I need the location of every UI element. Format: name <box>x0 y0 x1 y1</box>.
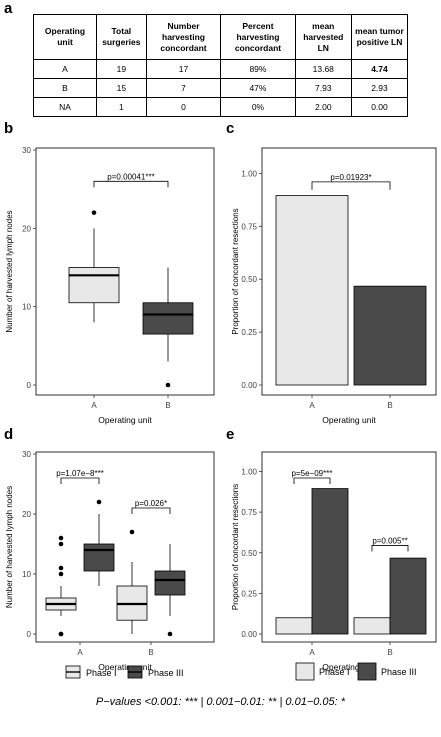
y-tick-label: 10 <box>22 303 31 312</box>
table-cell: 1 <box>96 97 147 117</box>
x-tick-label: A <box>91 401 97 410</box>
box-body <box>154 570 186 596</box>
panel-label-d: d <box>4 426 14 443</box>
legend-swatch-phase3 <box>357 662 377 681</box>
p-value-label: p=0.00041*** <box>107 172 154 181</box>
table-header: Total surgeries <box>96 14 147 60</box>
x-tick-label: A <box>309 648 315 657</box>
x-tick-label: B <box>165 401 170 410</box>
panel-label-c: c <box>226 120 235 137</box>
x-axis-label: Operating unit <box>322 662 376 672</box>
y-tick-label: 0.25 <box>241 589 257 598</box>
significance-bracket <box>293 477 331 484</box>
outlier-point <box>167 631 173 637</box>
plot-frame-b <box>35 147 215 396</box>
x-tick-label: A <box>77 648 83 657</box>
bar <box>275 617 313 635</box>
y-tick-label: 0 <box>27 630 32 639</box>
panel-label-e: e <box>226 426 235 443</box>
p-value-footnote: P−values <0.001: *** | 0.001−0.01: ** | … <box>95 696 346 708</box>
x-axis-label: Operating unit <box>98 662 152 672</box>
outlier-point <box>58 631 64 637</box>
bar <box>311 488 349 635</box>
p-value-label: p=0.01923* <box>330 173 371 182</box>
outlier-point <box>91 210 97 215</box>
y-tick-label: 0 <box>27 381 32 390</box>
table-header: mean tumor positive LN <box>350 14 409 60</box>
y-axis-label: Proportion of concordant resections <box>231 484 240 610</box>
bar <box>353 617 391 635</box>
significance-bracket <box>131 507 171 514</box>
outlier-point <box>96 499 102 505</box>
summary-table: Operating unit Total surgeries Number ha… <box>33 14 409 117</box>
y-tick-label: 0.50 <box>241 549 257 558</box>
x-axis-label: Operating unit <box>98 415 152 425</box>
p-value-label: p=5e−09*** <box>292 469 333 478</box>
bar <box>389 557 427 635</box>
y-tick-label: 0.00 <box>241 630 257 639</box>
y-tick-label: 1.00 <box>241 169 257 178</box>
table-cell: 2.00 <box>294 97 352 117</box>
x-tick-label: B <box>387 648 392 657</box>
significance-bracket <box>93 180 169 188</box>
table-header: Operating unit <box>33 14 97 60</box>
y-tick-label: 0.25 <box>241 328 257 337</box>
significance-bracket <box>60 477 100 484</box>
table-cell: 0% <box>220 97 296 117</box>
y-axis-label: Number of harvested lymph nodes <box>5 486 14 608</box>
outlier-point <box>58 565 64 571</box>
y-axis-label: Number of harvested lymph nodes <box>5 210 14 332</box>
panel-label-b: b <box>4 120 14 137</box>
outlier-point <box>129 529 135 535</box>
y-tick-label: 30 <box>22 146 31 155</box>
legend-label-phase3: Phase III <box>148 668 184 678</box>
p-value-label: p=0.005** <box>372 536 407 545</box>
outlier-point <box>58 541 64 547</box>
outlier-point <box>165 382 171 388</box>
y-tick-label: 0.00 <box>241 381 257 390</box>
table-cell: 0.00 <box>350 97 409 117</box>
legend-label-phase3: Phase III <box>381 667 417 677</box>
bar <box>353 285 427 386</box>
table-cell: NA <box>33 97 97 117</box>
outlier-point <box>58 571 64 577</box>
y-tick-label: 20 <box>22 224 31 233</box>
legend-swatch-phase1 <box>295 662 315 681</box>
y-tick-label: 0.75 <box>241 222 257 231</box>
y-tick-label: 10 <box>22 570 31 579</box>
x-tick-label: B <box>387 401 392 410</box>
significance-bracket <box>311 181 391 190</box>
y-axis-label: Proportion of concordant resections <box>231 208 240 334</box>
p-value-label: p=0.026* <box>135 499 167 508</box>
box-body <box>142 302 194 335</box>
box-body <box>83 543 115 572</box>
p-value-label: p=1.07e−8*** <box>56 469 104 478</box>
panel-label-a: a <box>4 0 13 17</box>
significance-bracket <box>371 545 409 552</box>
x-tick-label: A <box>309 401 315 410</box>
y-tick-label: 0.50 <box>241 275 257 284</box>
y-tick-label: 30 <box>22 450 31 459</box>
legend-label-phase1: Phase I <box>319 667 350 677</box>
box-body <box>68 267 120 304</box>
x-tick-label: B <box>148 648 153 657</box>
legend-label-phase1: Phase I <box>86 668 117 678</box>
y-tick-label: 20 <box>22 510 31 519</box>
x-axis-label: Operating unit <box>322 415 376 425</box>
y-tick-label: 0.75 <box>241 508 257 517</box>
table-row: NA 1 0 0% 2.00 0.00 <box>33 97 409 117</box>
y-tick-label: 1.00 <box>241 468 257 477</box>
outlier-point <box>58 535 64 541</box>
table-header: mean harvested LN <box>294 14 352 60</box>
bar <box>275 195 349 386</box>
